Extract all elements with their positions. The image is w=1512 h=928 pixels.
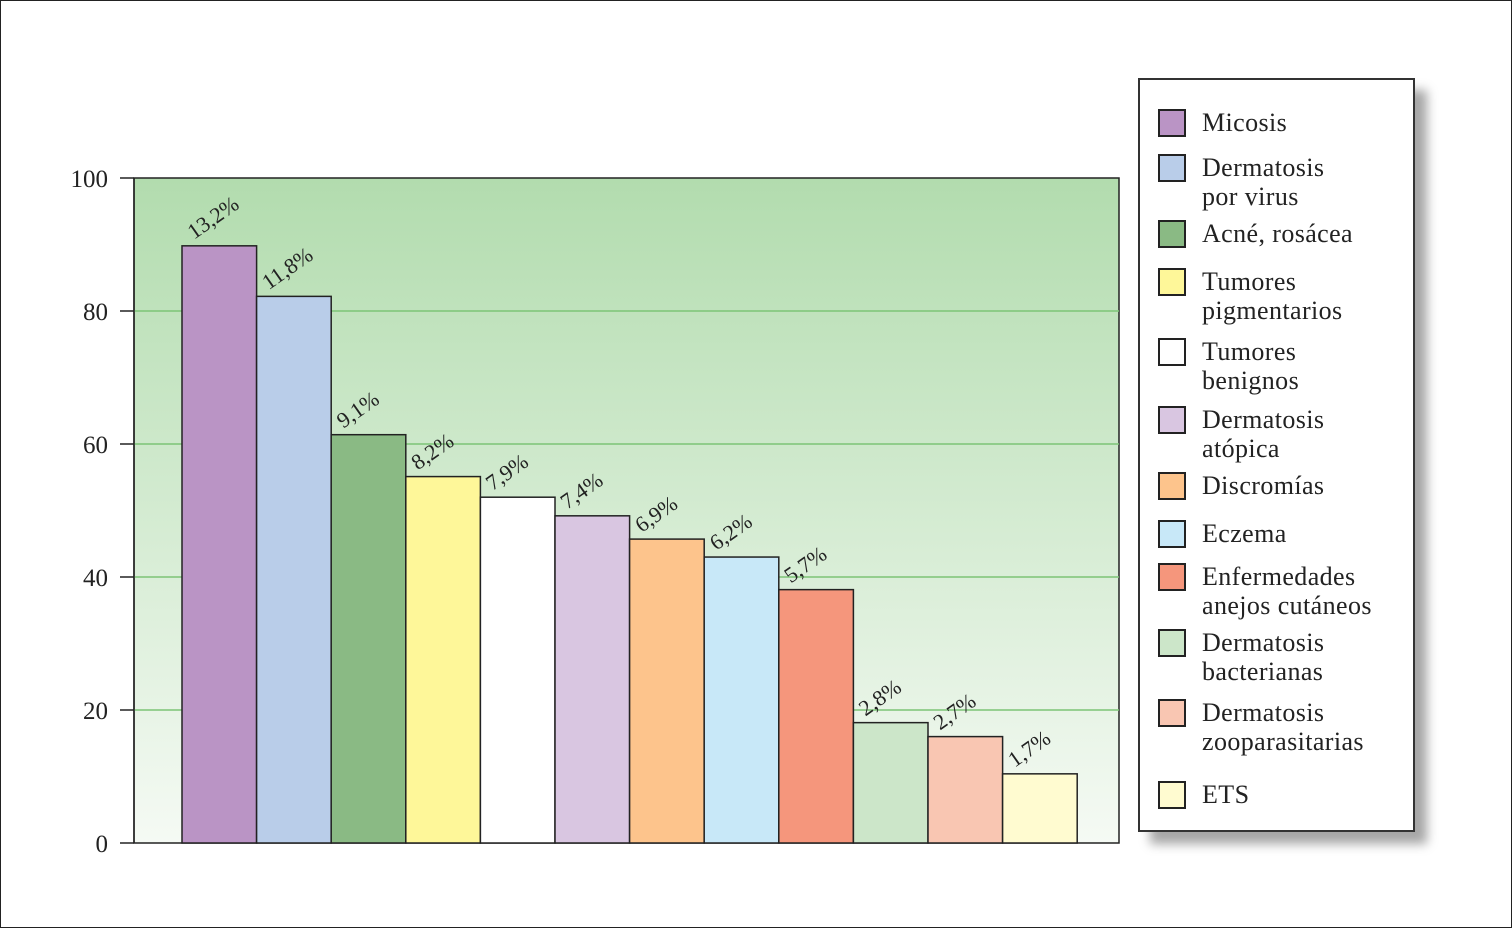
legend-swatch xyxy=(1158,781,1186,809)
y-tick-label: 40 xyxy=(83,565,108,592)
legend-swatch xyxy=(1158,629,1186,657)
legend-item: Tumores pigmentarios xyxy=(1158,267,1417,325)
legend-item: Dermatosis bacterianas xyxy=(1158,628,1417,686)
y-tick-label: 20 xyxy=(83,698,108,725)
bar-11 xyxy=(927,735,1004,844)
legend-swatch xyxy=(1158,220,1186,248)
legend-label: Dermatosis por virus xyxy=(1202,153,1325,211)
legend-item: Micosis xyxy=(1158,108,1417,137)
legend-swatch xyxy=(1158,406,1186,434)
legend-item: Enfermedades anejos cutáneos xyxy=(1158,562,1417,620)
legend-item: Tumores benignos xyxy=(1158,337,1417,395)
legend-label: Acné, rosácea xyxy=(1202,219,1353,248)
bar-8 xyxy=(703,556,780,844)
y-tick-label: 80 xyxy=(83,299,108,326)
bar-2 xyxy=(255,295,332,844)
y-axis: 0 20 40 60 80 100 xyxy=(71,166,135,858)
legend-label: Dermatosis atópica xyxy=(1202,405,1325,463)
bar-4 xyxy=(405,475,482,844)
legend-swatch xyxy=(1158,338,1186,366)
legend-label: Eczema xyxy=(1202,519,1287,548)
legend-label: Dermatosis zooparasitarias xyxy=(1202,698,1364,756)
legend-item: Dermatosis zooparasitarias xyxy=(1158,698,1417,756)
legend-item: Eczema xyxy=(1158,519,1417,548)
legend-item: Acné, rosácea xyxy=(1158,219,1417,248)
legend-swatch xyxy=(1158,520,1186,548)
legend-label: Discromías xyxy=(1202,471,1325,500)
legend-label: Tumores pigmentarios xyxy=(1202,267,1343,325)
legend-label: Micosis xyxy=(1202,108,1288,137)
legend-swatch xyxy=(1158,268,1186,296)
bar-5 xyxy=(479,496,556,844)
bar-6 xyxy=(554,515,631,844)
bar-9 xyxy=(778,588,855,844)
y-tick-label: 100 xyxy=(71,166,109,193)
bar-12 xyxy=(1001,773,1078,844)
bars-group xyxy=(181,245,1078,844)
legend-item: Dermatosis atópica xyxy=(1158,405,1417,463)
legend-swatch xyxy=(1158,563,1186,591)
bar-3 xyxy=(330,433,407,844)
legend-label: Tumores benignos xyxy=(1202,337,1300,395)
legend: Micosis Dermatosis por virus Acné, rosácea… xyxy=(1138,78,1415,832)
legend-item: Dermatosis por virus xyxy=(1158,153,1417,211)
y-tick-label: 0 xyxy=(96,831,109,858)
legend-label: ETS xyxy=(1202,780,1250,809)
legend-label: Enfermedades anejos cutáneos xyxy=(1202,562,1372,620)
legend-item: Discromías xyxy=(1158,471,1417,500)
legend-swatch xyxy=(1158,472,1186,500)
legend-item: ETS xyxy=(1158,780,1417,809)
legend-swatch xyxy=(1158,154,1186,182)
bar-10 xyxy=(852,721,929,844)
legend-label: Dermatosis bacterianas xyxy=(1202,628,1325,686)
bar-1 xyxy=(181,245,258,844)
bar-7 xyxy=(628,538,705,844)
legend-swatch xyxy=(1158,109,1186,137)
y-tick-label: 60 xyxy=(83,432,108,459)
legend-swatch xyxy=(1158,699,1186,727)
